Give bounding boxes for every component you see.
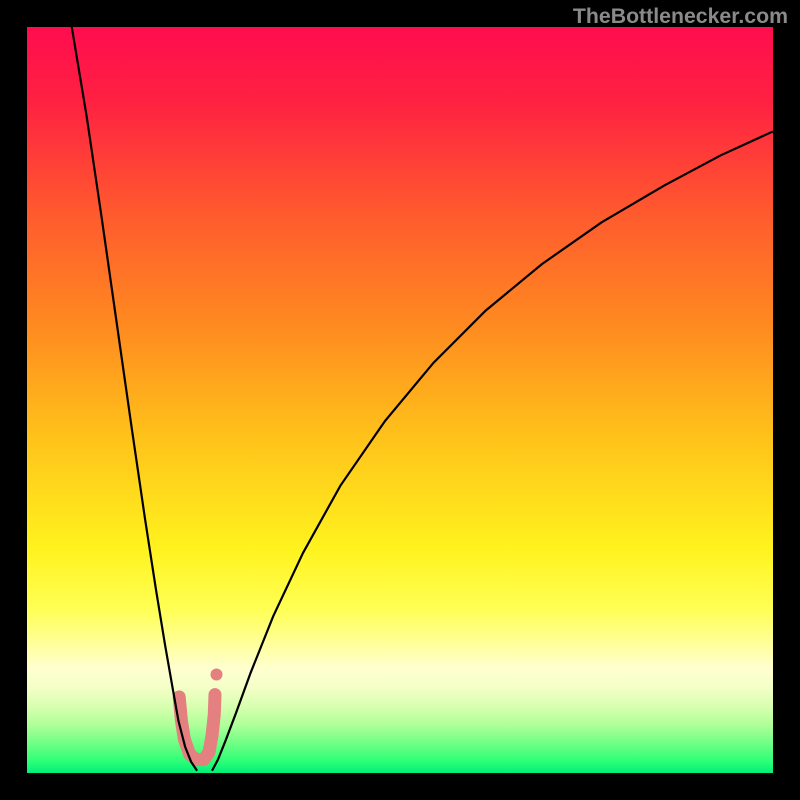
plot-area <box>27 27 773 773</box>
curve-layer <box>27 27 773 773</box>
valley-marker <box>179 695 215 760</box>
valley-marker-dot <box>210 669 222 681</box>
chart-outer-frame: TheBottlenecker.com <box>0 0 800 800</box>
watermark-text: TheBottlenecker.com <box>573 4 788 29</box>
right-bottleneck-curve <box>212 131 773 770</box>
left-bottleneck-curve <box>72 27 197 771</box>
